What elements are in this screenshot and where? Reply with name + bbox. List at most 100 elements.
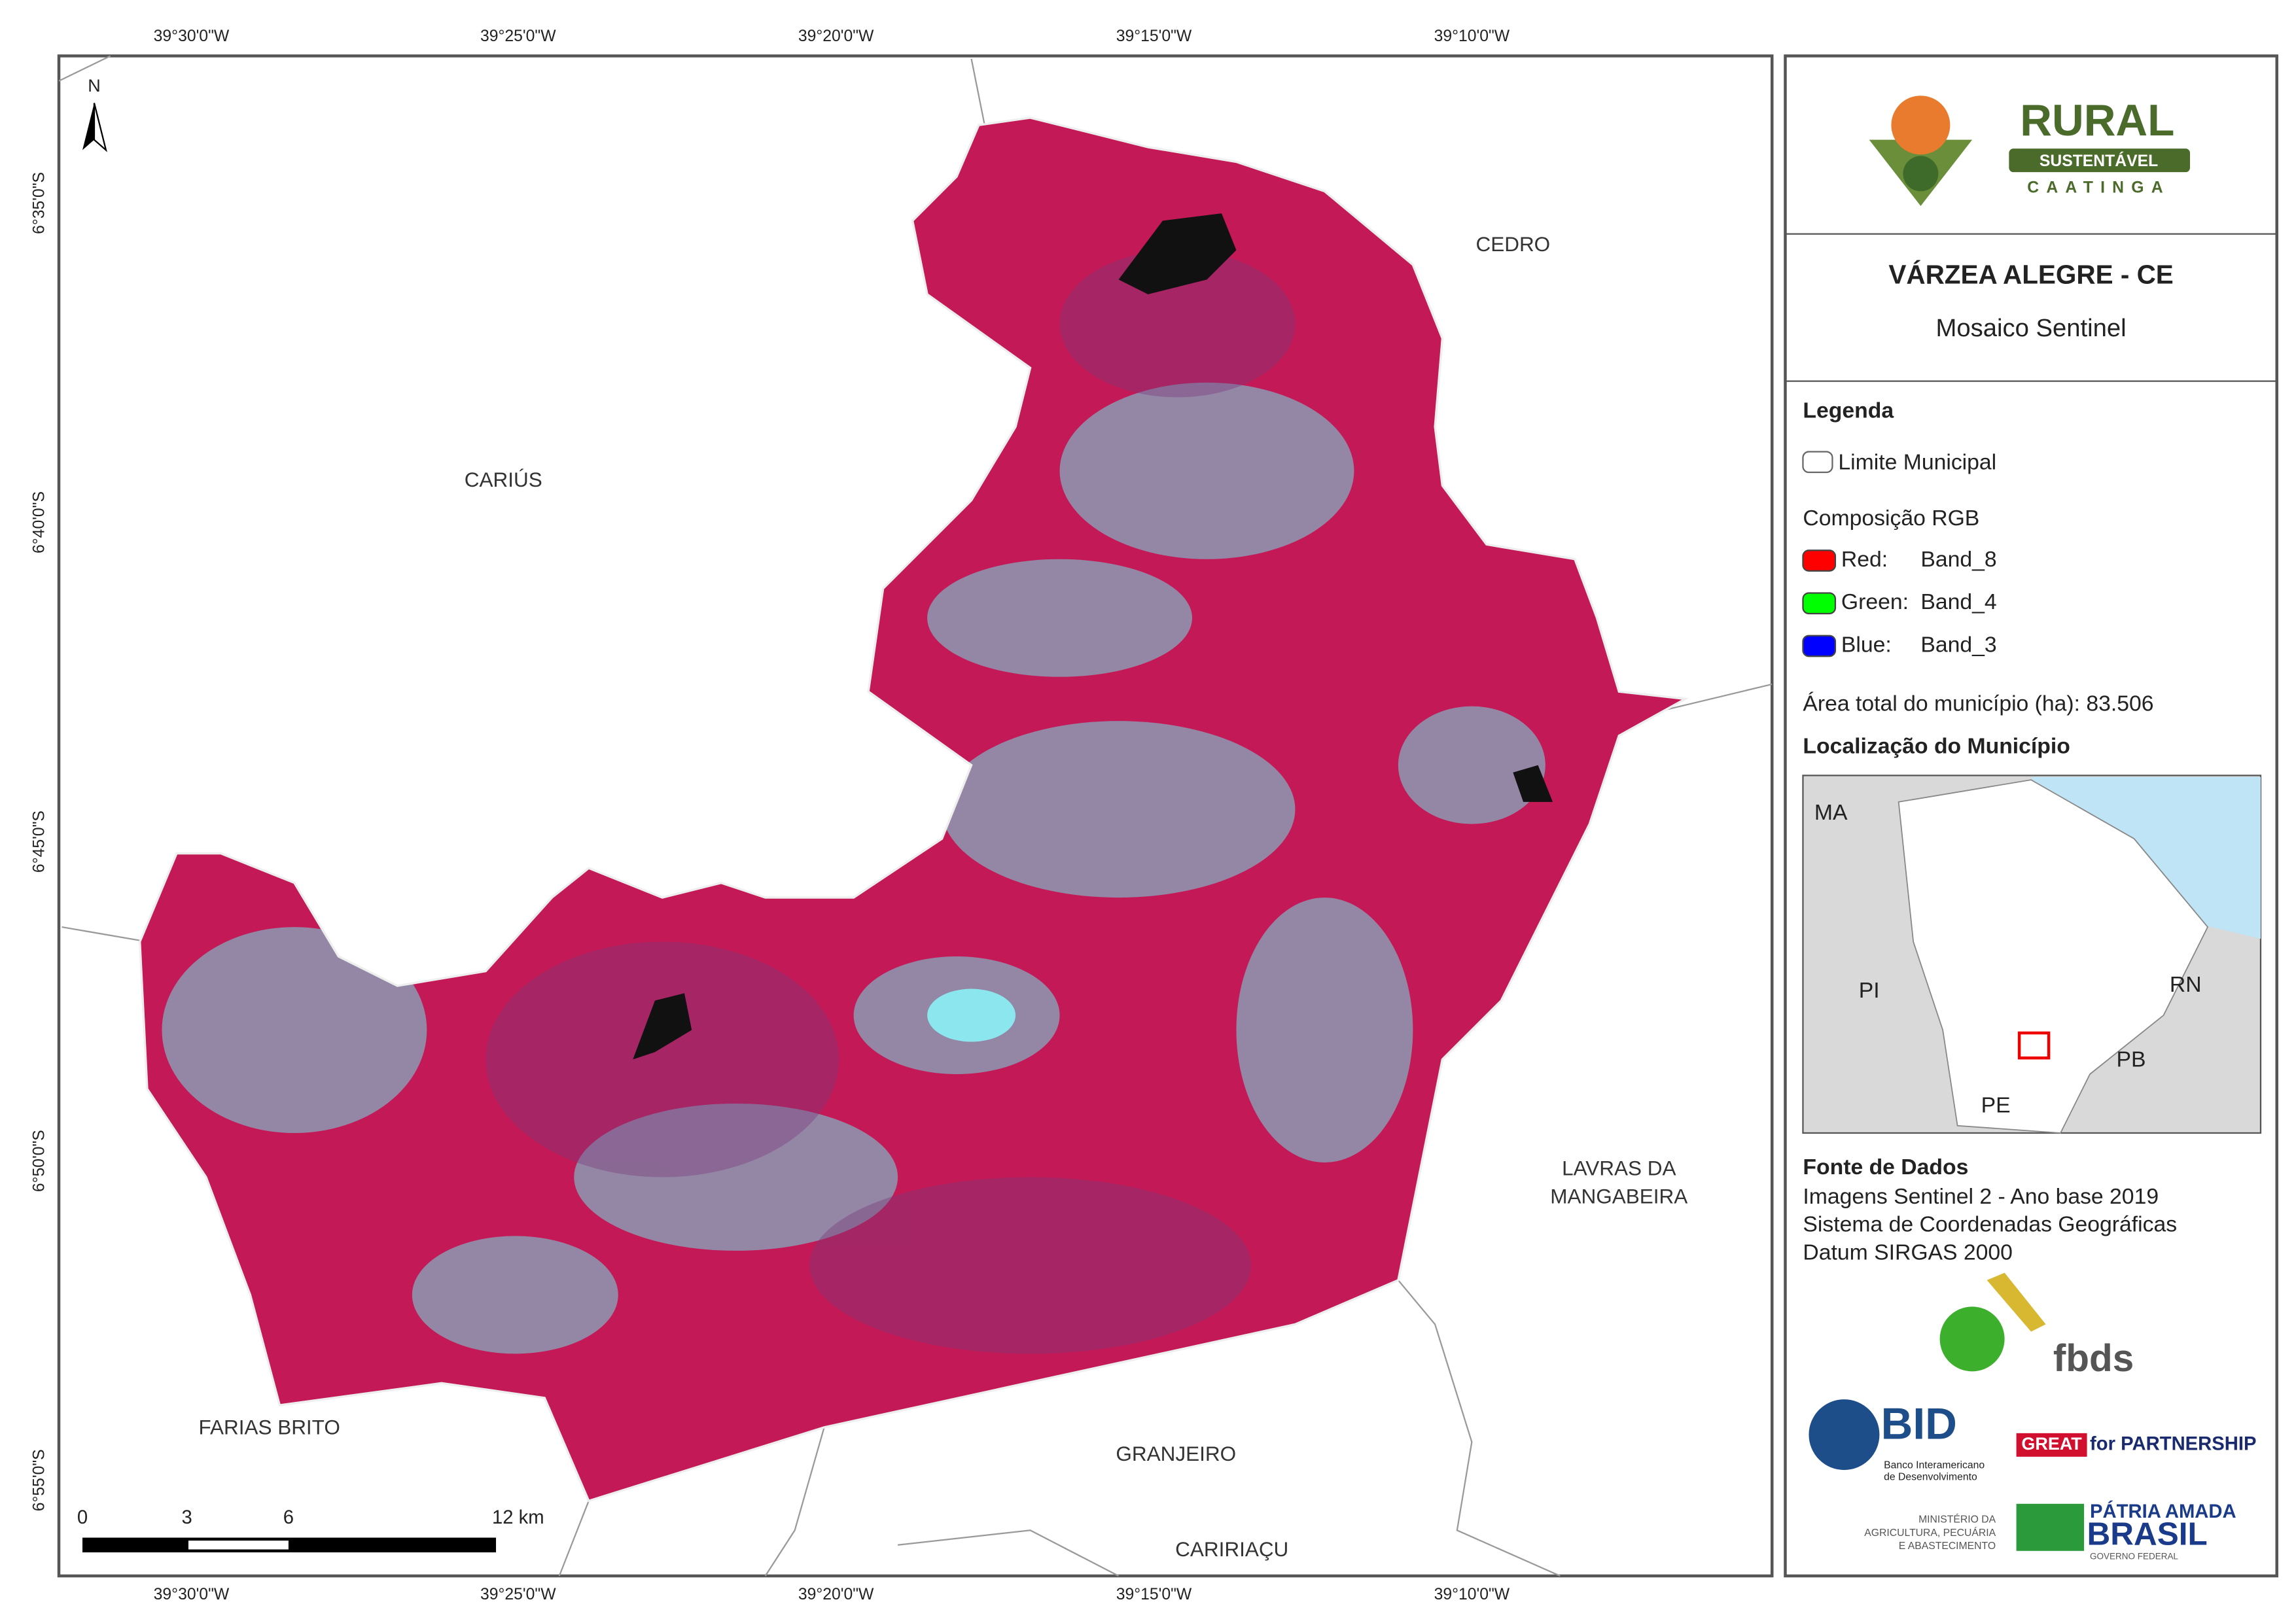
source-line: Sistema de Coordenadas Geográficas (1803, 1212, 2177, 1237)
satellite-mosaic-part-part (927, 559, 1192, 677)
neighbor-boundaries-part (970, 58, 987, 133)
scale-label: 6 (283, 1507, 294, 1528)
lon-label: 39°30'0"W (154, 1586, 230, 1603)
ministry-text: E ABASTECIMENTO (1899, 1541, 1996, 1552)
satellite-mosaic-part-part (1398, 706, 1545, 824)
map-title: VÁRZEA ALEGRE - CE (1888, 260, 2173, 290)
logo-sub: CAATINGA (2027, 179, 2170, 196)
lon-label: 39°20'0"W (798, 1586, 874, 1603)
band-channel: Green: (1841, 589, 1909, 614)
legend-rgb-heading: Composição RGB (1803, 506, 1979, 531)
map-layout-part: MA PI RN PB PE (1814, 800, 2202, 1118)
bid-name: Banco Interamericano (1884, 1459, 1985, 1471)
partner-logos-part (2016, 1433, 2087, 1457)
lon-label: 39°30'0"W (154, 27, 230, 45)
scale-label: 3 (182, 1507, 192, 1528)
logo-mark-part (2009, 148, 2191, 173)
satellite-mosaic-part-part (1513, 765, 1553, 802)
gov-text: GOVERNO FEDERAL (2090, 1551, 2178, 1561)
logo-band: SUSTENTÁVEL (2040, 152, 2158, 170)
satellite-mosaic-part (486, 250, 1296, 1354)
scale-label: 12 km (492, 1507, 544, 1528)
satellite-mosaic-part (162, 382, 1545, 1354)
ministry-text: MINISTÉRIO DA (1918, 1513, 1996, 1526)
satellite-mosaic-part-part (1059, 250, 1296, 398)
satellite-mosaic-part-part (486, 941, 839, 1178)
location-inset (1802, 775, 2262, 1134)
neighbor-boundaries-part (558, 1500, 590, 1577)
location-inset-part (2017, 1031, 2051, 1060)
lon-label: 39°10'0"W (1434, 27, 1510, 45)
lat-label: 6°40'0"S (30, 491, 48, 553)
satellite-mosaic-part-part (1059, 382, 1354, 559)
band-swatch (1802, 550, 1837, 572)
map-layout-part: 39°30'0"W 39°30'0"W 39°25'0"W 39°25'0"W 39°2… (30, 27, 1510, 1603)
area-text: Área total do município (ha): 83.506 (1803, 691, 2153, 716)
partner-logos-part (1939, 1306, 2005, 1372)
logo-mark-part (1891, 96, 1951, 155)
map-subtitle: Mosaico Sentinel (1936, 314, 2127, 342)
neighbor-label: MANGABEIRA (1550, 1184, 1687, 1208)
map-layout-part: Red: Band_8 Green: Band_4 Blue: Band_3 (1802, 547, 1997, 657)
neighbor-label: FARIAS BRITO (198, 1415, 340, 1439)
satellite-mosaic-part-part (633, 993, 692, 1060)
partner-logos (1809, 1272, 2087, 1551)
neighbor-label: CARIÚS (465, 468, 542, 491)
logo-mark (1869, 96, 2191, 206)
lat-label: 6°35'0"S (30, 172, 48, 234)
sources-heading: Fonte de Dados (1803, 1155, 1968, 1179)
lon-label: 39°25'0"W (480, 27, 556, 45)
lat-label: 6°45'0"S (30, 811, 48, 873)
state-label: RN (2170, 972, 2202, 997)
satellite-mosaic-part-part (1236, 898, 1413, 1162)
lon-label: 39°15'0"W (1116, 1586, 1192, 1603)
north-label: N (88, 76, 101, 96)
partnership-logo: for PARTNERSHIP (2090, 1434, 2256, 1455)
neighbor-label: CEDRO (1475, 232, 1550, 256)
patria-text: PÁTRIA AMADA (2090, 1500, 2236, 1522)
scale-label: 0 (77, 1507, 88, 1528)
partner-logos-part (1987, 1272, 2046, 1332)
legend-heading: Legenda (1803, 398, 1894, 423)
neighbor-label: CARIRIAÇU (1175, 1537, 1288, 1561)
band-channel: Red: (1841, 547, 1888, 572)
lat-label: 6°50'0"S (30, 1130, 48, 1192)
logo-mark-part (1903, 156, 1939, 192)
state-label: PB (2117, 1047, 2146, 1072)
neighbor-label: GRANJEIRO (1116, 1442, 1236, 1465)
map-layout-part: CEDRO CARIÚS FARIAS BRITO GRANJEIRO CARIRIAÇ… (198, 232, 1687, 1561)
state-label: MA (1814, 800, 1848, 825)
band-name: Band_3 (1920, 632, 1996, 657)
great-logo: GREAT (2021, 1434, 2082, 1454)
satellite-mosaic-part-part (162, 927, 427, 1133)
band-name: Band_4 (1920, 589, 1996, 614)
map-layout-part: 0 3 6 12 km (77, 1507, 544, 1528)
location-inset-part (1898, 779, 2209, 1134)
bid-name: de Desenvolvimento (1884, 1471, 1977, 1482)
lon-label: 39°10'0"W (1434, 1586, 1510, 1603)
state-label: PI (1859, 978, 1880, 1003)
location-heading: Localização do Município (1803, 734, 2070, 759)
partner-logos-part (1809, 1399, 1880, 1471)
neighbor-boundaries-part (764, 1427, 825, 1577)
bid-logo: BID (1881, 1400, 1957, 1449)
legend-boundary: Limite Municipal (1838, 449, 1996, 474)
partner-logos-part (2016, 1503, 2085, 1551)
neighbor-label: LAVRAS DA (1562, 1157, 1676, 1180)
north-arrow-part (93, 103, 107, 152)
fbds-logo: fbds (2053, 1337, 2134, 1380)
satellite-mosaic-part (633, 213, 1553, 1060)
source-line: Imagens Sentinel 2 - Ano base 2019 (1803, 1184, 2159, 1209)
boundary-swatch (1802, 451, 1833, 474)
lon-label: 39°20'0"W (798, 27, 874, 45)
neighbor-boundaries (58, 55, 1773, 1577)
scale-bar (82, 1537, 497, 1553)
neighbor-boundaries-part (58, 55, 111, 82)
source-line: Datum SIRGAS 2000 (1803, 1240, 2012, 1265)
scale-bar-part (82, 1537, 497, 1553)
band-name: Band_8 (1920, 547, 1996, 572)
map-layout-part: Imagens Sentinel 2 - Ano base 2019 Sistem… (1803, 1184, 2177, 1265)
